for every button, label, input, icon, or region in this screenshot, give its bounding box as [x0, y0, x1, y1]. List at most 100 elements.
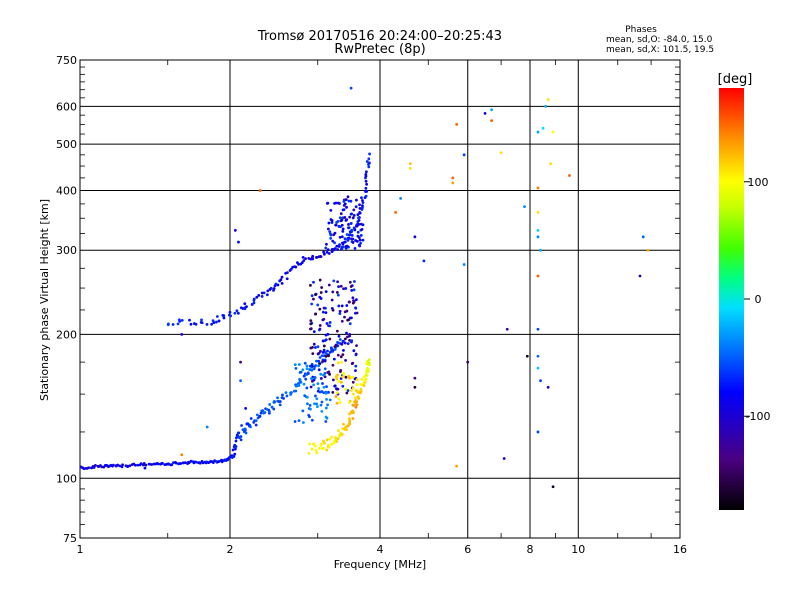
data-point: [546, 385, 550, 389]
data-point: [252, 301, 256, 305]
data-point: [348, 215, 352, 219]
data-point: [351, 386, 355, 390]
data-point: [315, 402, 318, 406]
data-point: [357, 218, 361, 222]
data-point: [345, 244, 349, 248]
data-point: [309, 283, 312, 287]
data-point: [356, 230, 360, 234]
data-point: [353, 247, 357, 250]
data-point: [312, 342, 316, 346]
data-point: [365, 170, 368, 174]
data-point: [337, 379, 341, 383]
data-point: [318, 307, 322, 311]
data-point: [210, 322, 214, 326]
data-point: [310, 364, 314, 368]
data-point: [322, 250, 326, 254]
y-tick-label: 75: [63, 532, 77, 545]
data-point: [334, 223, 338, 227]
data-point: [255, 413, 259, 417]
data-point: [338, 216, 342, 220]
data-point: [341, 375, 344, 379]
data-point: [344, 246, 348, 250]
data-point: [336, 353, 340, 357]
data-point: [183, 461, 187, 465]
data-point: [189, 322, 193, 326]
data-point: [289, 391, 293, 395]
data-point: [276, 396, 279, 400]
data-point: [328, 337, 332, 341]
data-point: [327, 370, 331, 374]
data-point: [324, 306, 327, 310]
data-point: [301, 409, 305, 413]
data-point: [342, 245, 345, 249]
data-point: [333, 345, 337, 348]
data-point: [536, 327, 540, 331]
data-point: [364, 190, 367, 193]
data-point: [321, 350, 325, 354]
y-tick-label: 300: [56, 244, 77, 257]
data-point: [221, 314, 225, 317]
data-point: [278, 400, 282, 403]
data-point: [368, 152, 371, 156]
data-point: [310, 302, 314, 306]
data-point: [315, 256, 318, 259]
data-point: [348, 338, 351, 342]
data-point: [483, 111, 487, 115]
data-point: [320, 409, 324, 413]
data-point: [296, 261, 299, 265]
data-point: [350, 376, 354, 379]
data-point: [306, 395, 309, 399]
data-point: [367, 157, 371, 161]
data-point: [239, 438, 243, 442]
data-point: [343, 315, 346, 319]
data-point: [347, 223, 350, 226]
data-point: [525, 354, 529, 358]
data-point: [352, 288, 356, 292]
data-point: [193, 322, 196, 325]
data-point: [257, 293, 261, 297]
data-point: [359, 390, 363, 393]
data-point: [332, 233, 336, 237]
data-point: [333, 247, 337, 250]
data-point: [284, 391, 288, 395]
data-point: [354, 205, 358, 209]
data-point: [323, 371, 327, 375]
data-point: [361, 204, 364, 208]
data-point: [355, 224, 358, 228]
chart-title: Tromsø 20170516 20:24:00–20:25:43: [257, 29, 502, 44]
data-point: [111, 463, 115, 467]
data-point: [333, 384, 337, 388]
data-point: [327, 252, 331, 255]
data-point: [312, 367, 316, 371]
data-point: [355, 344, 358, 348]
data-point: [156, 462, 160, 466]
data-point: [254, 419, 258, 423]
data-point: [342, 349, 345, 352]
data-point: [243, 302, 247, 306]
data-point: [194, 460, 198, 464]
data-point: [332, 357, 336, 361]
data-point: [352, 349, 356, 353]
data-point: [341, 340, 345, 343]
data-point: [343, 337, 347, 341]
data-point: [270, 405, 274, 409]
data-point: [354, 396, 357, 400]
data-point: [364, 179, 368, 183]
data-point: [323, 367, 327, 371]
data-point: [346, 389, 350, 392]
data-point: [231, 448, 235, 452]
data-point: [143, 466, 147, 470]
data-point: [539, 248, 542, 252]
data-point: [321, 318, 325, 322]
data-point: [293, 265, 296, 269]
data-point: [351, 216, 355, 220]
data-point: [327, 445, 331, 449]
data-point: [233, 452, 237, 456]
data-point: [341, 229, 345, 233]
data-point: [350, 233, 354, 237]
data-point: [323, 359, 327, 363]
data-point: [358, 238, 362, 242]
colorbar-gradient: [719, 88, 744, 510]
data-point: [351, 417, 355, 420]
